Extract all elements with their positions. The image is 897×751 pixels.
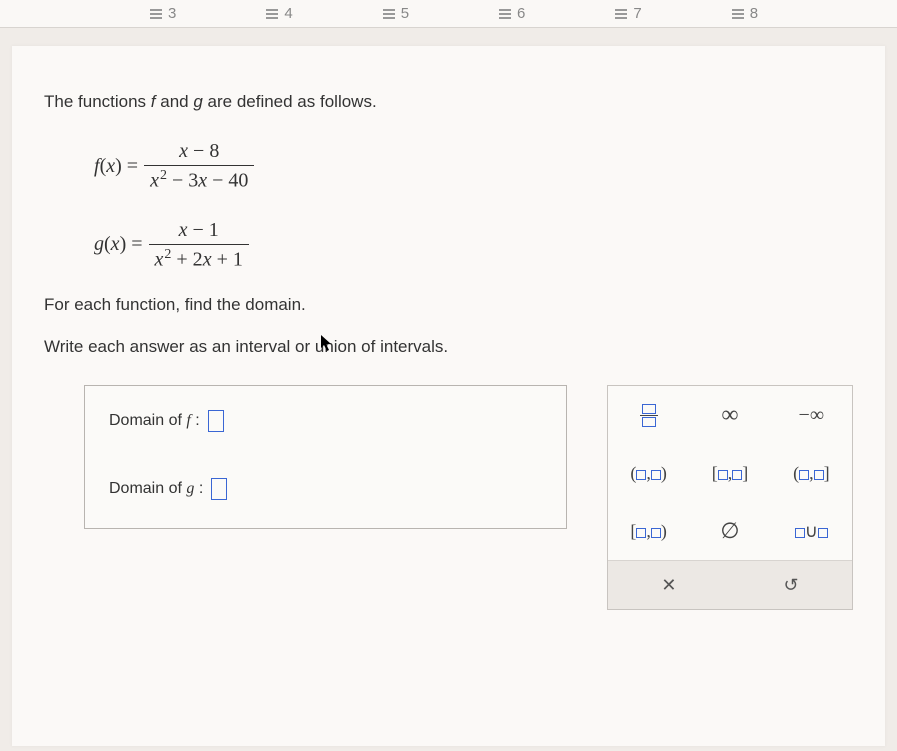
math-text: x	[111, 233, 120, 255]
palette-open-closed[interactable]: (,]	[771, 444, 852, 502]
instruction-1: For each function, find the domain.	[44, 295, 853, 315]
math-text: x	[203, 248, 212, 270]
palette-fraction[interactable]	[608, 386, 689, 444]
domain-f-input[interactable]	[208, 410, 224, 432]
math-text: =	[122, 155, 138, 177]
problem-intro: The functions f and g are defined as fol…	[44, 92, 853, 112]
math-text: x	[150, 170, 159, 192]
infinity-icon: ∞	[721, 402, 738, 429]
palette-infinity[interactable]: ∞	[689, 386, 770, 444]
step-number: 7	[633, 5, 641, 22]
label-text: Domain of	[109, 412, 186, 429]
domain-g-line: Domain of g :	[109, 478, 542, 500]
step-number: 4	[284, 5, 292, 22]
fn-g: g	[193, 92, 202, 111]
step-nav-item[interactable]: 8	[732, 5, 758, 22]
fraction-icon	[640, 403, 658, 428]
label-text: :	[194, 480, 203, 497]
union-icon: ∪	[795, 521, 828, 542]
definition-f: f(x) = x − 8 x2 − 3x − 40	[94, 138, 853, 195]
numerator: x − 1	[173, 217, 225, 244]
interval-icon: [,]	[712, 463, 749, 484]
step-nav-item[interactable]: 5	[383, 5, 409, 22]
fraction-g: x − 1 x2 + 2x + 1	[149, 217, 249, 274]
math-text: + 2	[176, 248, 202, 270]
step-number: 5	[401, 5, 409, 22]
palette-empty-set[interactable]: ∅	[689, 502, 770, 560]
math-text: x	[106, 155, 115, 177]
palette-actions: ✕ ↺	[608, 560, 852, 609]
neg-infinity-icon: −∞	[799, 404, 825, 427]
fraction-f: x − 8 x2 − 3x − 40	[144, 138, 254, 195]
palette-closed-closed[interactable]: [,]	[689, 444, 770, 502]
label-text: :	[191, 412, 200, 429]
intro-text: and	[156, 92, 194, 111]
palette-grid: ∞ −∞ (,) [,] (,]	[608, 386, 852, 560]
step-nav-item[interactable]: 6	[499, 5, 525, 22]
math-text: 8	[209, 140, 219, 162]
palette-open-open[interactable]: (,)	[608, 444, 689, 502]
math-text: − 40	[212, 170, 248, 192]
list-icon	[615, 9, 627, 19]
lhs-f: f(x) =	[94, 155, 138, 178]
math-text: −	[192, 219, 203, 241]
math-text: g	[94, 233, 104, 255]
math-text: =	[126, 233, 142, 255]
math-text: −	[193, 140, 204, 162]
interval-icon: [,)	[630, 521, 667, 542]
intro-text: The functions	[44, 92, 151, 111]
palette-union[interactable]: ∪	[771, 502, 852, 560]
label-text: Domain of	[109, 480, 186, 497]
step-nav: 3 4 5 6 7 8	[0, 0, 897, 28]
math-text: − 3	[172, 170, 198, 192]
math-text: 1	[209, 219, 219, 241]
domain-g-label: Domain of g :	[109, 480, 203, 498]
math-text: x	[155, 248, 164, 270]
step-nav-item[interactable]: 4	[266, 5, 292, 22]
undo-icon: ↺	[783, 575, 798, 596]
list-icon	[150, 9, 162, 19]
interval-icon: (,)	[630, 463, 667, 484]
domain-g-input[interactable]	[211, 478, 227, 500]
step-number: 8	[750, 5, 758, 22]
list-icon	[499, 9, 511, 19]
clear-button[interactable]: ✕	[608, 561, 730, 609]
empty-set-icon: ∅	[720, 518, 739, 544]
domain-f-label: Domain of f :	[109, 412, 200, 430]
problem-card: The functions f and g are defined as fol…	[12, 46, 885, 746]
interval-icon: (,]	[793, 463, 830, 484]
math-text: x	[179, 219, 188, 241]
math-text: + 1	[217, 248, 243, 270]
step-nav-item[interactable]: 7	[615, 5, 641, 22]
answer-box: Domain of f : Domain of g :	[84, 385, 567, 529]
definition-g: g(x) = x − 1 x2 + 2x + 1	[94, 217, 853, 274]
undo-button[interactable]: ↺	[730, 561, 852, 609]
lhs-g: g(x) =	[94, 233, 143, 256]
math-text: x	[198, 170, 207, 192]
math-text: )	[115, 155, 122, 177]
list-icon	[383, 9, 395, 19]
math-text: x	[179, 140, 188, 162]
math-exp: 2	[160, 168, 167, 183]
list-icon	[266, 9, 278, 19]
domain-f-line: Domain of f :	[109, 410, 542, 432]
denominator: x2 + 2x + 1	[149, 245, 249, 274]
step-number: 6	[517, 5, 525, 22]
intro-text: are defined as follows.	[203, 92, 377, 111]
palette-neg-infinity[interactable]: −∞	[771, 386, 852, 444]
answer-area: Domain of f : Domain of g : ∞	[84, 385, 853, 610]
symbol-palette: ∞ −∞ (,) [,] (,]	[607, 385, 853, 610]
clear-icon: ✕	[661, 575, 676, 596]
step-number: 3	[168, 5, 176, 22]
list-icon	[732, 9, 744, 19]
denominator: x2 − 3x − 40	[144, 166, 254, 195]
palette-closed-open[interactable]: [,)	[608, 502, 689, 560]
math-text: (	[104, 233, 111, 255]
math-exp: 2	[164, 247, 171, 262]
numerator: x − 8	[173, 138, 225, 165]
instruction-2: Write each answer as an interval or unio…	[44, 337, 853, 357]
step-nav-item[interactable]: 3	[150, 5, 176, 22]
